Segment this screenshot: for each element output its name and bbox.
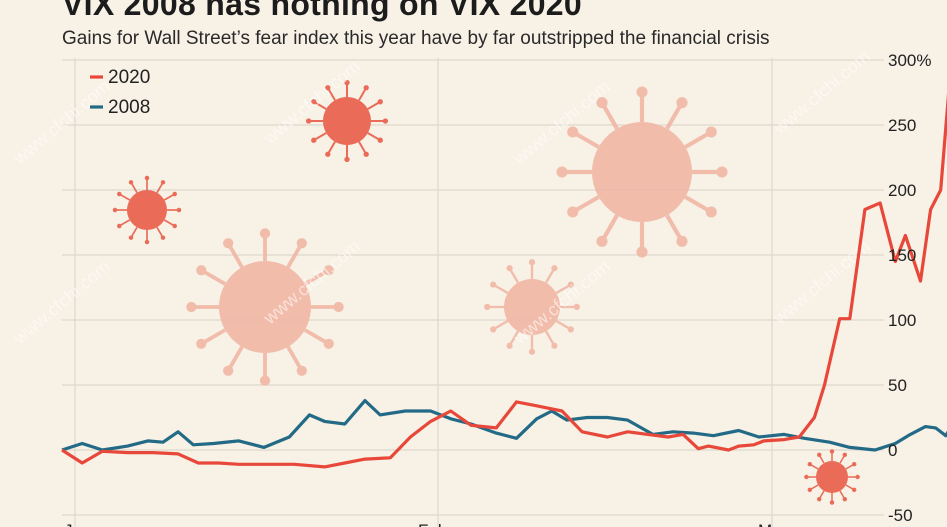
- y-tick-label: 50: [888, 376, 907, 395]
- legend-label: 2020: [108, 67, 150, 88]
- x-tick-label: Feb: [418, 521, 447, 527]
- virus-icon: [484, 259, 580, 355]
- x-tick-label: Mar: [758, 521, 788, 527]
- x-tick-label: Jan: [64, 521, 91, 527]
- y-tick-label: 100: [888, 311, 916, 330]
- y-tick-label: -50: [888, 506, 913, 525]
- y-tick-label: 250: [888, 116, 916, 135]
- y-tick-label: 200: [888, 181, 916, 200]
- y-tick-label: 300%: [888, 51, 931, 70]
- series-line-2008: [61, 399, 947, 452]
- legend: 2020 2008: [90, 67, 150, 118]
- virus-icon: [305, 79, 389, 163]
- y-tick-label: 150: [888, 246, 916, 265]
- chart-subtitle: Gains for Wall Street’s fear index this …: [62, 28, 770, 49]
- watermark-text: www.cfchi.com: [9, 256, 114, 348]
- virus-decorations: [112, 79, 860, 505]
- x-axis-labels: Jan Feb Mar: [64, 521, 788, 527]
- watermark-text: www.cfchi.com: [9, 76, 114, 168]
- y-tick-label: 0: [888, 441, 897, 460]
- virus-icon: [556, 86, 728, 258]
- series-layer: [61, 93, 947, 469]
- virus-icon: [804, 449, 860, 505]
- legend-label: 2008: [108, 97, 150, 118]
- y-axis-ticks: -50 0 50 100 150 200 250 300%: [888, 51, 931, 525]
- virus-icon: [186, 228, 344, 386]
- grid-layer: [62, 58, 884, 527]
- virus-icon: [112, 175, 182, 245]
- series-line-2020: [61, 93, 947, 469]
- chart-title: VIX 2008 has nothing on VIX 2020: [62, 0, 582, 22]
